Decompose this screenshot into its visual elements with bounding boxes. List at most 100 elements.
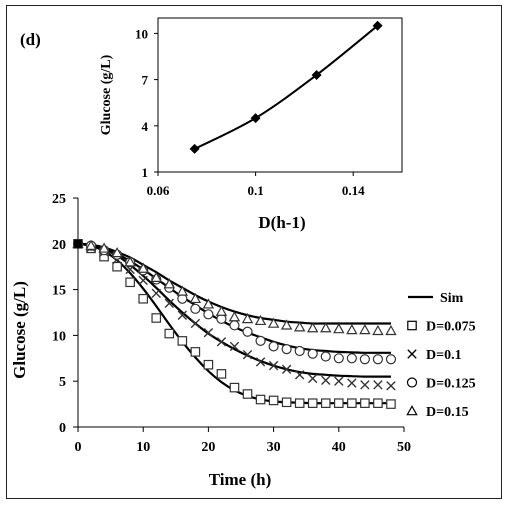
data-point-triangle	[228, 311, 241, 322]
data-point-triangle	[333, 323, 345, 334]
data-point-square	[203, 359, 214, 370]
inset-y-tick-label: 4	[142, 119, 149, 134]
cross-stroke	[177, 310, 188, 320]
data-point-cross	[242, 349, 253, 360]
data-point-square	[294, 398, 305, 408]
data-point-triangle	[241, 312, 254, 324]
data-point-square	[164, 328, 175, 339]
data-point-triangle	[124, 256, 136, 267]
data-point-cross	[151, 288, 161, 298]
data-point-square	[255, 394, 266, 405]
data-point-square	[360, 398, 370, 408]
cross-stroke	[138, 275, 148, 286]
data-point-triangle	[150, 271, 162, 282]
cross-stroke	[216, 337, 227, 347]
legend-swatch-triangle	[406, 405, 418, 416]
data-point-cross	[308, 373, 318, 384]
cross-stroke	[334, 376, 344, 386]
data-point-circle	[372, 354, 384, 365]
legend-label: D=0.125	[426, 377, 476, 392]
main-x-tick-label: 0	[75, 440, 82, 455]
data-point-triangle	[202, 298, 215, 309]
data-point-triangle	[372, 324, 384, 336]
data-point-circle	[281, 344, 292, 355]
data-point-cross	[203, 327, 214, 338]
data-point-square	[373, 398, 383, 408]
data-point-cross	[321, 375, 331, 385]
inset-y-tick-label: 1	[142, 165, 149, 180]
data-point-square	[334, 398, 344, 408]
data-point-circle	[385, 354, 397, 365]
main-y-axis-title: Glucose (g/L)	[10, 281, 29, 379]
data-point-square	[112, 261, 122, 272]
cross-stroke	[125, 264, 135, 275]
data-point-cross	[164, 298, 174, 309]
main-y-tick-label: 25	[52, 192, 66, 207]
data-point-cross	[347, 378, 357, 388]
data-point-triangle	[267, 317, 280, 328]
data-point-triangle	[280, 319, 293, 330]
inset-data-point	[189, 143, 200, 154]
inset-series-line	[194, 24, 379, 150]
data-point-square	[320, 398, 331, 408]
data-point-triangle	[176, 285, 189, 296]
data-point-cross	[229, 341, 240, 352]
cross-stroke	[308, 373, 318, 384]
data-point-triangle	[98, 242, 110, 253]
data-point-triangle	[293, 321, 306, 332]
data-point-triangle	[254, 314, 267, 326]
cross-stroke	[386, 381, 396, 391]
cross-stroke	[268, 360, 279, 371]
data-point-circle	[294, 345, 305, 357]
inset-y-tick-label: 10	[135, 26, 148, 41]
main-y-tick-label: 10	[52, 329, 66, 344]
data-point-circle	[320, 351, 331, 362]
data-point-cross	[255, 357, 266, 367]
data-point-cross	[334, 376, 344, 386]
sim-line	[77, 242, 391, 378]
data-point-triangle	[385, 324, 397, 336]
data-point-triangle	[359, 323, 371, 335]
data-point-cross	[294, 370, 305, 380]
cross-stroke	[407, 349, 417, 359]
data-point-circle	[242, 326, 253, 337]
cross-stroke	[321, 375, 331, 385]
main-x-tick-label: 40	[332, 440, 346, 455]
data-point-square	[268, 395, 279, 406]
start-point	[74, 239, 82, 248]
data-point-circle	[203, 309, 214, 320]
legend: Sim D=0.075 D=0.1 D=0.125 D=0.15	[406, 291, 476, 420]
data-point-circle	[229, 320, 240, 331]
data-point-cross	[373, 380, 383, 390]
legend-label: D=0.1	[426, 348, 462, 363]
data-point-cross	[138, 275, 148, 286]
data-point-triangle	[346, 323, 358, 335]
data-point-square	[177, 336, 188, 346]
cross-stroke	[242, 349, 253, 360]
data-point-circle	[190, 303, 201, 314]
data-point-cross	[177, 310, 188, 320]
data-point-triangle	[189, 292, 202, 304]
cross-stroke	[255, 357, 266, 367]
inset-x-tick-label: 0.14	[342, 183, 365, 198]
main-y-tick-label: 5	[59, 375, 66, 390]
cross-stroke	[294, 370, 305, 380]
main-x-tick-label: 50	[397, 440, 411, 455]
inset-y-tick-label: 7	[142, 73, 149, 88]
data-point-triangle	[320, 322, 332, 333]
data-point-cross	[216, 337, 227, 347]
data-point-square	[386, 399, 396, 409]
panel-label: (d)	[20, 30, 41, 49]
main-x-tick-label: 10	[136, 440, 150, 455]
inset-data-point	[311, 69, 322, 80]
data-point-triangle	[137, 262, 149, 273]
main-chart: Glucose (g/L) Time (h) 0 5 10 15 20 25 0 10 20 30…	[10, 192, 411, 489]
data-point-triangle	[306, 322, 319, 333]
data-point-triangle	[215, 305, 228, 316]
data-point-circle	[333, 353, 344, 364]
data-point-cross	[190, 318, 201, 329]
main-y-tick-label: 15	[52, 284, 66, 299]
data-point-square	[347, 398, 357, 408]
data-point-cross	[281, 364, 292, 374]
